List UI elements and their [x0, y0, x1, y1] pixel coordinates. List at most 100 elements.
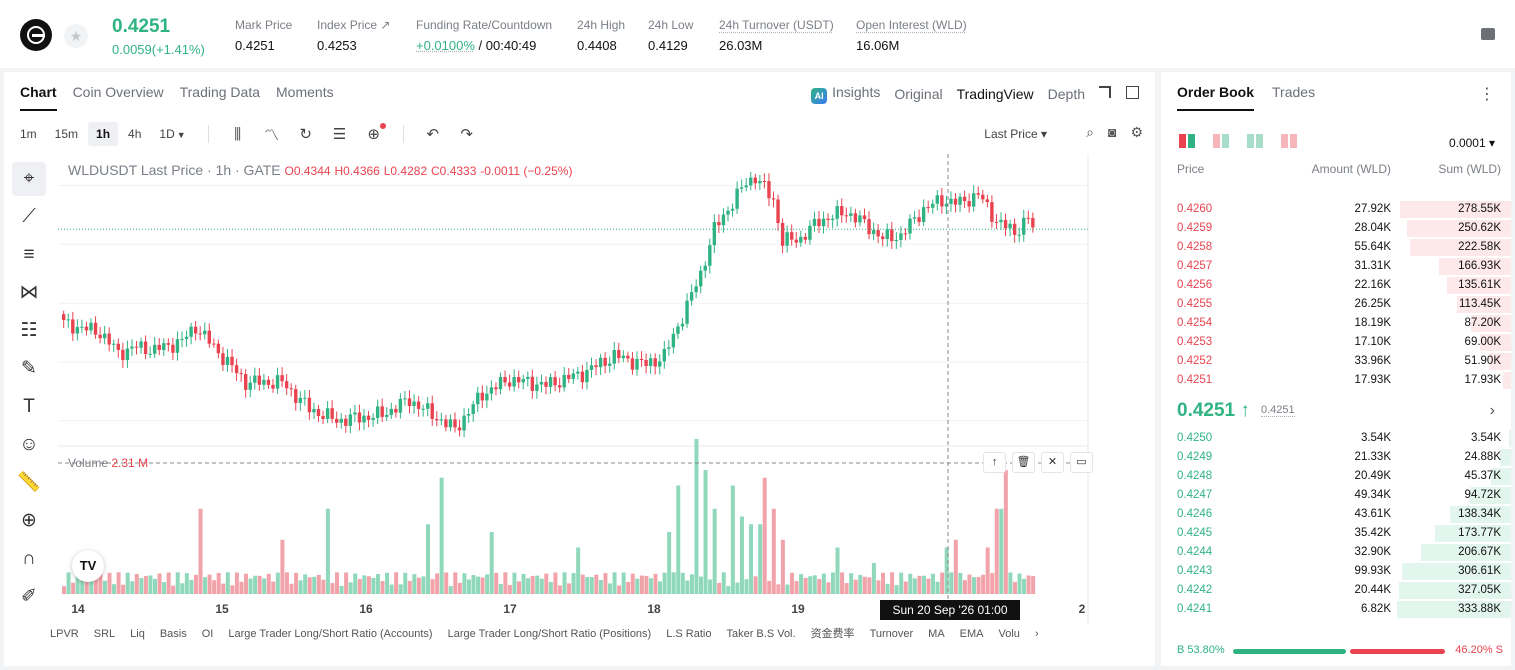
book-row[interactable]: 0.4241 6.82K 333.88K [1161, 600, 1511, 619]
replay-icon[interactable]: ↻ [299, 126, 312, 143]
camera-icon[interactable]: ◙ [1107, 124, 1117, 140]
indicator-item[interactable]: Turnover [869, 628, 914, 640]
undo-icon[interactable]: ↶ [426, 126, 439, 143]
ruler-icon[interactable]: 📏 [17, 472, 41, 493]
book-row[interactable]: 0.4242 20.44K 327.05K [1161, 581, 1511, 600]
volume-bar [239, 581, 244, 594]
book-row[interactable]: 0.4248 20.49K 45.37K [1161, 467, 1511, 486]
book-row[interactable]: 0.4245 35.42K 173.77K [1161, 524, 1511, 543]
indicator-item[interactable]: EMA [959, 628, 984, 640]
search-icon[interactable]: ⌕ [1086, 124, 1094, 140]
maximize-icon[interactable]: ▭ [1070, 452, 1093, 473]
book-row[interactable]: 0.4246 43.61K 138.34K [1161, 505, 1511, 524]
indicator-item[interactable]: › [1034, 628, 1039, 640]
timeframe-1m[interactable]: 1m [20, 127, 37, 141]
chart-area[interactable]: 0.44000.42000.39990.37990.359910 M5 M0.4… [58, 154, 1093, 664]
zoom-in-icon[interactable]: ⊕ [21, 510, 37, 531]
indicator-item[interactable]: SRL [93, 628, 116, 640]
candle-body [644, 360, 648, 367]
tab-coin-overview[interactable]: Coin Overview [72, 84, 164, 100]
indicator-item[interactable]: Taker B.S Vol. [726, 628, 796, 640]
magnet-icon[interactable]: ∩ [22, 548, 36, 569]
timeframe-1d[interactable]: 1D ▼ [159, 127, 186, 141]
volume-bar [362, 575, 367, 594]
book-row[interactable]: 0.4254 18.19K 87.20K [1161, 314, 1511, 333]
chevron-right-icon[interactable]: › [1489, 402, 1495, 419]
emoji-icon[interactable]: ☺ [19, 434, 39, 455]
gear-icon[interactable]: ⚙ [1130, 124, 1143, 140]
tradingview-logo[interactable]: TV [72, 550, 104, 582]
stat-funding-rate[interactable]: Funding Rate/Countdown +0.0100% / 00:40:… [416, 18, 553, 53]
tab-trades[interactable]: Trades [1272, 84, 1316, 100]
book-row[interactable]: 0.4252 33.96K 51.90K [1161, 352, 1511, 371]
indicator-item[interactable]: Large Trader Long/Short Ratio (Positions… [447, 628, 652, 640]
tab-depth[interactable]: Depth [1047, 86, 1085, 102]
indicator-item[interactable]: L.S Ratio [666, 628, 712, 640]
tab-original[interactable]: Original [894, 86, 943, 102]
indicator-item[interactable]: Basis [159, 628, 187, 640]
book-row[interactable]: 0.4249 21.33K 24.88K [1161, 448, 1511, 467]
crosshair-icon[interactable]: ⌖ [12, 162, 46, 196]
indicator-item[interactable]: Large Trader Long/Short Ratio (Accounts) [228, 628, 433, 640]
delete-icon[interactable]: 🗑 [1012, 452, 1035, 473]
book-row[interactable]: 0.4258 55.64K 222.58K [1161, 238, 1511, 257]
window-icon[interactable] [1126, 86, 1139, 99]
tab-chart[interactable]: Chart [20, 84, 57, 111]
timeframe-15m[interactable]: 15m [54, 127, 79, 141]
book-row[interactable]: 0.4244 32.90K 206.67K [1161, 543, 1511, 562]
book-icon[interactable] [1481, 28, 1495, 40]
templates-icon[interactable]: ☰ [332, 126, 347, 143]
horizontal-lines-icon[interactable]: ≡ [23, 244, 35, 265]
book-row[interactable]: 0.4257 31.31K 166.93K [1161, 257, 1511, 276]
book-row[interactable]: 0.4253 17.10K 69.00K [1161, 333, 1511, 352]
book-row[interactable]: 0.4251 17.93K 17.93K [1161, 371, 1511, 390]
add-alert-icon[interactable]: ⊕ [365, 123, 386, 143]
book-row[interactable]: 0.4255 26.25K 113.45K [1161, 295, 1511, 314]
redo-icon[interactable]: ↷ [460, 126, 473, 143]
indicator-item[interactable]: MA [928, 628, 945, 640]
book-row[interactable]: 0.4247 49.34K 94.72K [1161, 486, 1511, 505]
indicator-item[interactable]: Liq [130, 628, 145, 640]
fib-icon[interactable]: ☷ [20, 320, 38, 341]
mode-split-icon[interactable] [1213, 134, 1229, 148]
volume-bar [130, 581, 135, 594]
indicator-item[interactable]: Volu [998, 628, 1020, 640]
pencil-icon[interactable]: ✐ [21, 586, 37, 607]
move-up-icon[interactable]: ↑ [983, 452, 1006, 473]
tab-moments[interactable]: Moments [276, 84, 334, 100]
collapse-icon[interactable]: ✕ [1041, 452, 1064, 473]
depth-bar [1396, 601, 1511, 618]
mode-bids-icon[interactable] [1247, 134, 1263, 148]
mode-both-icon[interactable] [1179, 134, 1195, 148]
stat-index-price[interactable]: Index Price ↗ 0.4253 [317, 18, 391, 53]
indicator-item[interactable]: 资金费率 [810, 628, 855, 640]
candle-type-icon[interactable]: ⫼ [234, 125, 242, 143]
favorite-star-icon[interactable]: ★ [64, 24, 88, 48]
trendline-icon[interactable]: ⟋ [22, 206, 36, 227]
text-icon[interactable]: T [23, 396, 35, 417]
brush-icon[interactable]: ✎ [21, 358, 37, 379]
tab-tradingview[interactable]: TradingView [956, 86, 1034, 102]
book-row[interactable]: 0.4260 27.92K 278.55K [1161, 200, 1511, 219]
timeframe-1h[interactable]: 1h [88, 122, 119, 146]
book-row[interactable]: 0.4259 28.04K 250.62K [1161, 219, 1511, 238]
tab-order-book[interactable]: Order Book [1177, 84, 1255, 111]
tab-trading-data[interactable]: Trading Data [179, 84, 261, 100]
mode-asks-icon[interactable] [1281, 134, 1297, 148]
candle-body [935, 195, 939, 204]
indicator-item[interactable]: OI [201, 628, 214, 640]
price-chart[interactable]: 0.44000.42000.39990.37990.359910 M5 M0.4… [58, 154, 1092, 624]
book-row[interactable]: 0.4256 22.16K 135.61K [1161, 276, 1511, 295]
tab-insights[interactable]: AI Insights [811, 84, 880, 104]
x-tick-label: 18 [647, 602, 661, 616]
pattern-icon[interactable]: ⋈ [19, 282, 39, 303]
price-type-select[interactable]: Last Price ▾ [984, 127, 1047, 141]
precision-select[interactable]: 0.0001 ▾ [1448, 136, 1495, 150]
book-row[interactable]: 0.4243 99.93K 306.61K [1161, 562, 1511, 581]
timeframe-4h[interactable]: 4h [128, 127, 142, 141]
indicator-item[interactable]: LPVR [50, 628, 79, 640]
book-row[interactable]: 0.4250 3.54K 3.54K [1161, 429, 1511, 448]
expand-icon[interactable] [1099, 86, 1111, 98]
more-icon[interactable]: ⋮ [1479, 86, 1495, 103]
indicators-icon[interactable]: 〽 [264, 126, 280, 144]
